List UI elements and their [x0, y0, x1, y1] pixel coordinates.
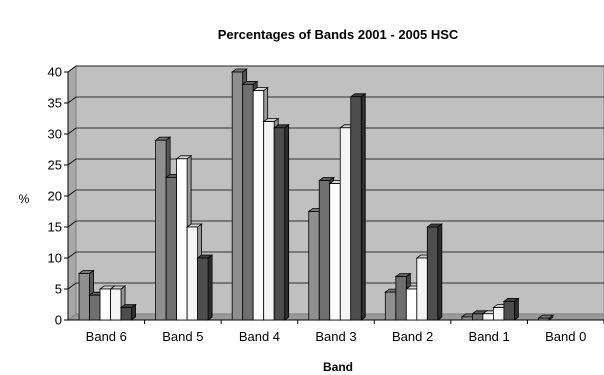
gridline	[67, 282, 77, 290]
y-tick-label: 40	[48, 65, 62, 80]
gridline	[67, 220, 77, 228]
bars	[77, 68, 555, 321]
bar	[196, 254, 214, 321]
chart-title: Percentages of Bands 2001 - 2005 HSC	[218, 27, 459, 42]
x-tick-label: Band 4	[239, 329, 280, 344]
gridline	[67, 96, 77, 104]
bar	[537, 314, 555, 321]
x-tick-label: Band 5	[162, 329, 203, 344]
gridline	[67, 158, 77, 166]
gridline	[67, 65, 77, 73]
x-tick-label: Band 1	[469, 329, 510, 344]
y-tick-label: 25	[48, 158, 62, 173]
y-tick-label: 35	[48, 96, 62, 111]
bar	[502, 297, 520, 321]
y-axis-label: %	[19, 192, 30, 206]
x-tick-label: Band 6	[86, 329, 127, 344]
bar	[119, 303, 137, 321]
y-tick-label: 20	[48, 189, 62, 204]
x-axis-ticks: Band 6 Band 5 Band 4 Band 3 Band 2 Band 1 Band…	[86, 320, 604, 344]
gridline	[67, 251, 77, 259]
bar	[349, 93, 367, 321]
bar	[272, 124, 290, 321]
y-tick-label: 15	[48, 220, 62, 235]
x-tick-label: Band 0	[545, 329, 586, 344]
x-tick-label: Band 3	[315, 329, 356, 344]
y-tick-label: 30	[48, 127, 62, 142]
gridline	[67, 127, 77, 135]
y-tick-label: 5	[55, 282, 62, 297]
y-tick-label: 0	[55, 313, 62, 328]
x-axis-label: Band	[323, 360, 353, 374]
gridline	[67, 189, 77, 197]
x-tick-label: Band 2	[392, 329, 433, 344]
y-tick-label: 10	[48, 251, 62, 266]
bar	[426, 223, 444, 321]
